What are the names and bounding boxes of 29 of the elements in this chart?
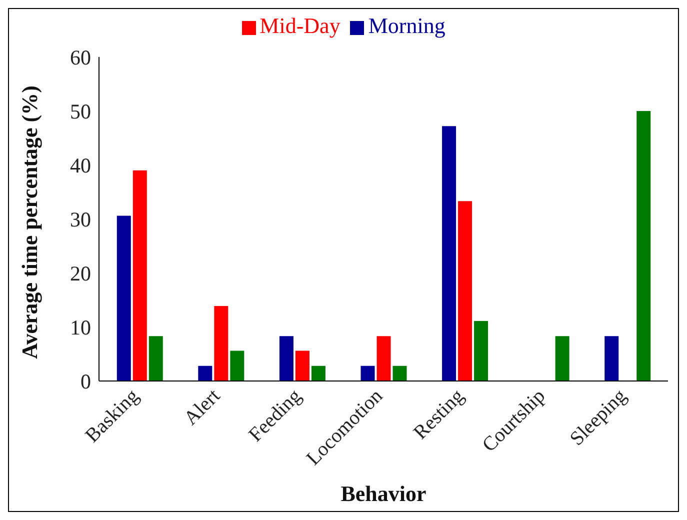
bar [360, 366, 375, 381]
y-tick-label: 30 [70, 207, 91, 232]
y-tick-label: 0 [80, 369, 91, 394]
y-tick-label: 50 [70, 99, 91, 124]
legend-label: Morning [368, 13, 446, 38]
legend-label: Mid-Day [260, 13, 340, 38]
bar [636, 111, 651, 381]
y-tick-label: 20 [70, 261, 91, 286]
y-tick-label: 60 [70, 45, 91, 70]
bar [132, 170, 147, 381]
bar [230, 350, 244, 381]
y-tick-label: 10 [70, 315, 91, 340]
bar [279, 336, 294, 381]
bar [148, 336, 163, 381]
x-axis-title: Behavior [340, 481, 427, 506]
bar [198, 366, 212, 381]
y-axis-title: Average time percentage (%) [16, 86, 42, 359]
bar [392, 366, 407, 381]
bar [311, 366, 326, 381]
bar [474, 321, 488, 381]
bar [442, 126, 456, 381]
bar [116, 216, 131, 381]
bar [295, 350, 310, 381]
bar [555, 336, 570, 381]
bar [604, 336, 619, 381]
bar [214, 306, 228, 381]
bar [376, 336, 391, 381]
y-tick-label: 40 [70, 153, 91, 178]
bar [458, 201, 472, 381]
